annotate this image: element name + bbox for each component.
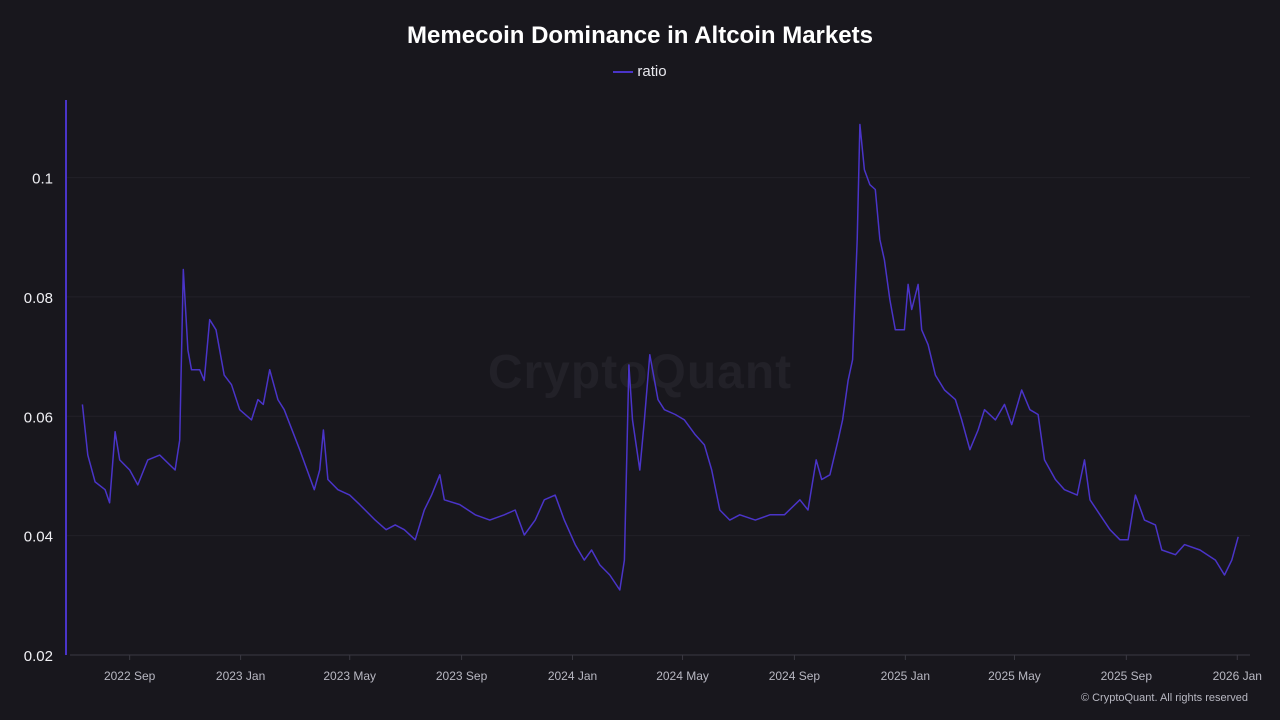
x-tick-label: 2023 Sep	[436, 669, 488, 683]
x-tick-label: 2024 Jan	[548, 669, 597, 683]
x-tick-label: 2024 May	[656, 669, 709, 683]
x-tick-label: 2025 May	[988, 669, 1041, 683]
series-line-ratio	[81, 123, 1239, 591]
x-tick-label: 2025 Jan	[881, 669, 930, 683]
legend-swatch	[613, 71, 634, 74]
legend-label: ratio	[637, 63, 667, 80]
y-tick-label: 0.1	[32, 171, 53, 188]
x-tick-label: 2022 Sep	[104, 669, 156, 683]
x-tick-label: 2023 May	[323, 669, 376, 683]
x-tick-label: 2026 Jan	[1213, 669, 1262, 683]
chart-title: Memecoin Dominance in Altcoin Markets	[407, 22, 873, 49]
x-tick-label: 2025 Sep	[1101, 669, 1153, 683]
legend[interactable]: ratio	[0, 63, 1280, 80]
watermark: CryptoQuant	[487, 346, 793, 399]
y-tick-label: 0.06	[24, 409, 53, 426]
x-tick-label: 2024 Sep	[769, 669, 821, 683]
y-tick-label: 0.08	[24, 290, 53, 307]
copyright-credit: © CryptoQuant. All rights reserved	[1080, 692, 1248, 704]
x-tick-label: 2023 Jan	[216, 669, 265, 683]
y-tick-label: 0.02	[24, 648, 53, 665]
y-tick-label: 0.04	[24, 529, 53, 546]
